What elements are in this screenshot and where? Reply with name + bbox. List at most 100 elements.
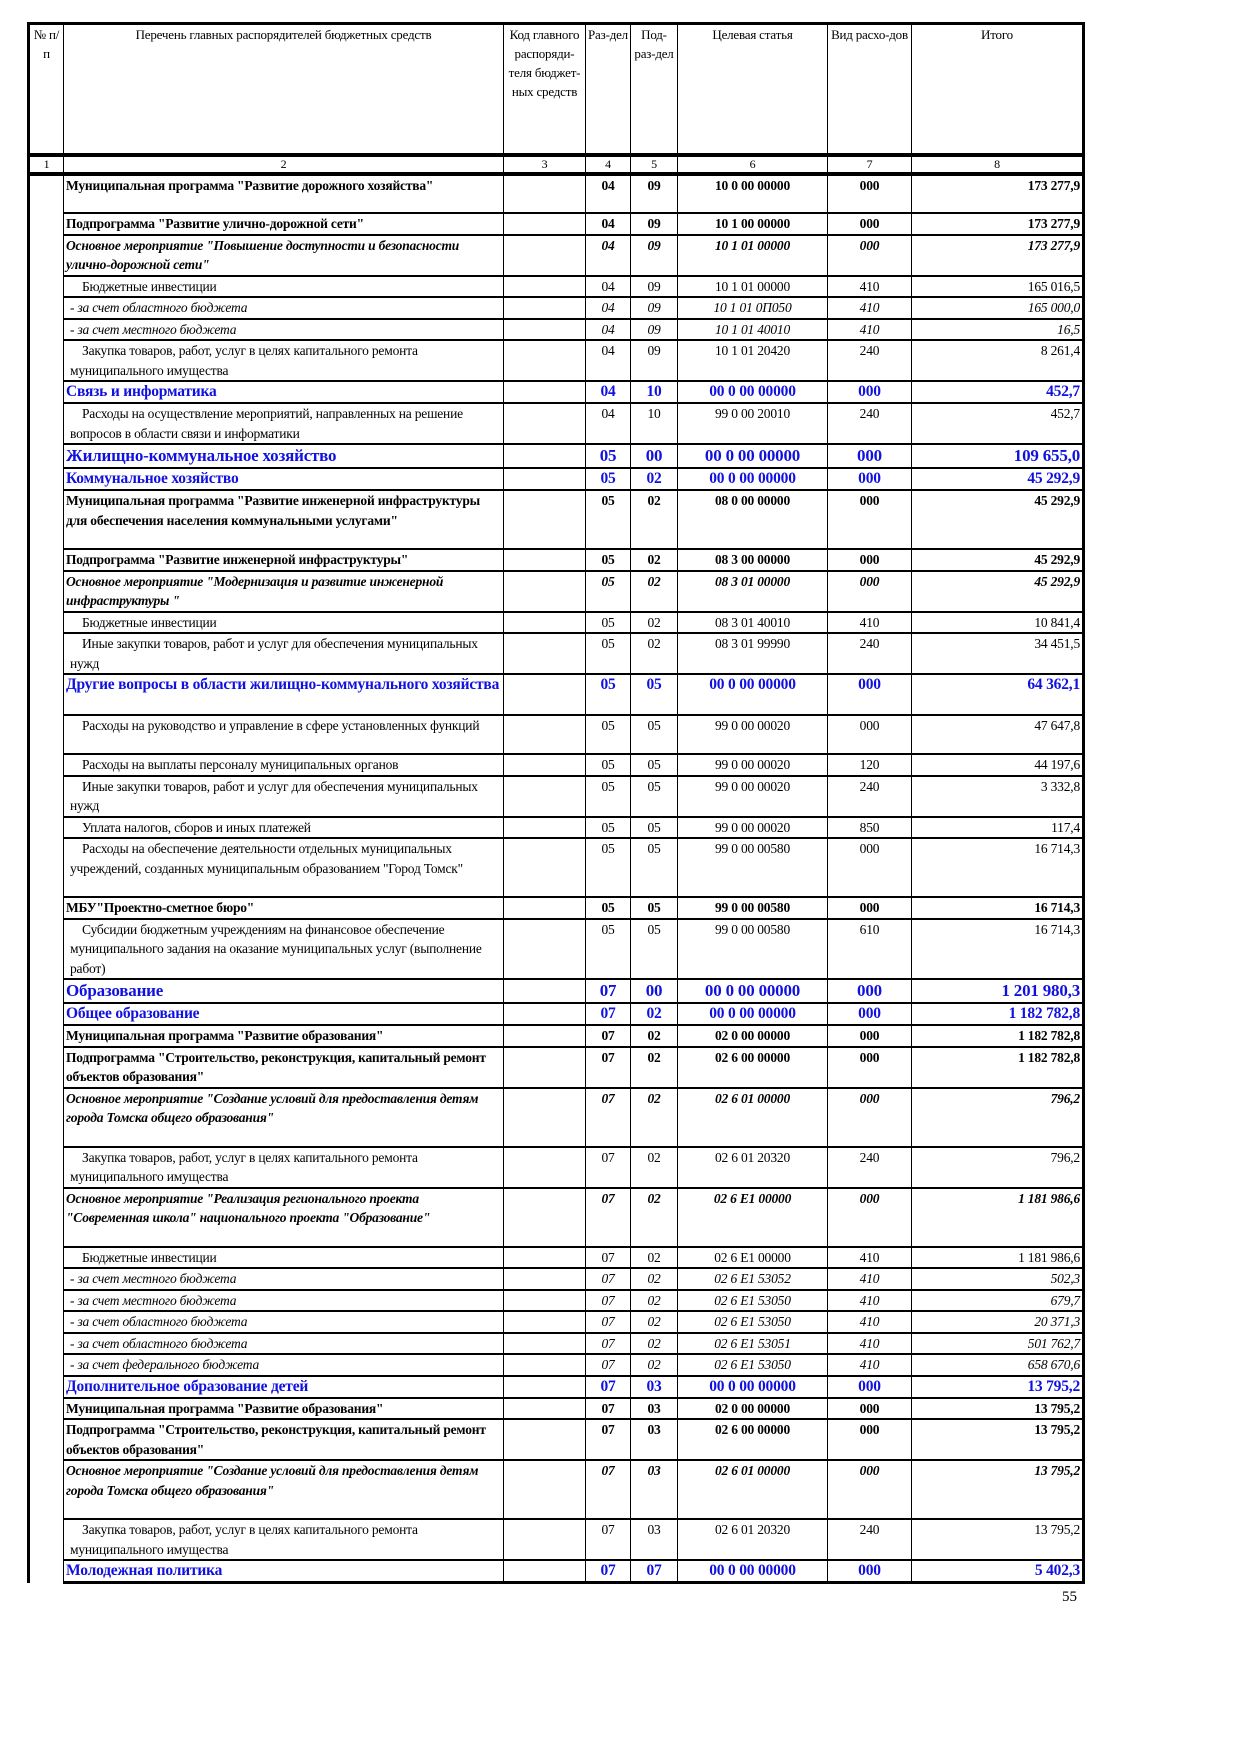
code-cell xyxy=(503,1518,586,1561)
vid-cell: 240 xyxy=(827,632,912,675)
vid-cell: 000 xyxy=(827,570,912,613)
razdel-cell: 04 xyxy=(585,275,631,298)
total-cell: 34 451,5 xyxy=(911,632,1085,675)
name-cell: Бюджетные инвестиции xyxy=(63,275,504,298)
name-cell: Муниципальная программа "Развитие инжене… xyxy=(63,489,504,550)
podrazdel-cell: 10 xyxy=(630,380,678,404)
code-cell xyxy=(503,1459,586,1520)
vid-cell: 000 xyxy=(827,443,912,469)
code-cell xyxy=(503,212,586,236)
total-cell: 452,7 xyxy=(911,402,1085,445)
name-cell: Основное мероприятие "Модернизация и раз… xyxy=(63,570,504,613)
razdel-cell: 05 xyxy=(585,611,631,634)
razdel-cell: 05 xyxy=(585,489,631,550)
total-cell: 165 000,0 xyxy=(911,296,1085,320)
article-cell: 10 1 01 40010 xyxy=(677,318,828,341)
podrazdel-cell: 09 xyxy=(630,212,678,236)
name-cell: Коммунальное хозяйство xyxy=(63,467,504,491)
podrazdel-cell: 05 xyxy=(630,753,678,777)
vid-cell: 000 xyxy=(827,1187,912,1248)
total-cell: 64 362,1 xyxy=(911,673,1085,716)
name-cell: Муниципальная программа "Развитие образо… xyxy=(63,1397,504,1420)
article-cell: 02 6 E1 53050 xyxy=(677,1353,828,1377)
name-cell: - за счет областного бюджета xyxy=(63,1332,504,1355)
name-cell: - за счет местного бюджета xyxy=(63,1267,504,1291)
vid-cell: 000 xyxy=(827,467,912,491)
name-cell: Жилищно-коммунальное хозяйство xyxy=(63,443,504,469)
vid-cell: 000 xyxy=(827,837,912,898)
podrazdel-cell: 02 xyxy=(630,1353,678,1377)
name-cell: Подпрограмма "Развитие улично-дорожной с… xyxy=(63,212,504,236)
vid-cell: 410 xyxy=(827,1353,912,1377)
table-row: Жилищно-коммунальное хозяйство 05 00 00 0 0… xyxy=(27,443,1085,469)
code-cell xyxy=(503,673,586,716)
number-cell xyxy=(27,1397,64,1419)
table-row: Образование 07 00 00 0 00 00000 000 1 201 980… xyxy=(27,978,1085,1004)
article-cell: 08 0 00 00000 xyxy=(677,489,828,550)
table-row: Бюджетные инвестиции 05 02 08 3 01 40010 410… xyxy=(27,611,1085,634)
table-row: Расходы на выплаты персоналу муниципальн… xyxy=(27,753,1085,777)
podrazdel-cell: 02 xyxy=(630,611,678,634)
code-cell xyxy=(503,753,586,777)
colnum: 8 xyxy=(911,153,1085,176)
total-cell: 1 181 986,6 xyxy=(911,1246,1085,1269)
article-cell: 10 1 00 00000 xyxy=(677,212,828,236)
number-cell xyxy=(27,234,64,276)
colnum: 6 xyxy=(677,153,828,176)
podrazdel-cell: 02 xyxy=(630,1187,678,1248)
vid-cell: 120 xyxy=(827,753,912,777)
header-vid: Вид расхо-дов xyxy=(827,22,912,156)
code-cell xyxy=(503,714,586,755)
colnum: 7 xyxy=(827,153,912,176)
article-cell: 99 0 00 00020 xyxy=(677,714,828,755)
number-cell xyxy=(27,633,64,674)
razdel-cell: 04 xyxy=(585,296,631,320)
vid-cell: 000 xyxy=(827,1002,912,1026)
code-cell xyxy=(503,775,586,818)
article-cell: 00 0 00 00000 xyxy=(677,1559,828,1584)
table-row: Муниципальная программа "Развитие образо… xyxy=(27,1397,1085,1420)
podrazdel-cell: 07 xyxy=(630,1559,678,1584)
podrazdel-cell: 02 xyxy=(630,1332,678,1355)
number-cell xyxy=(27,754,64,776)
vid-cell: 000 xyxy=(827,1087,912,1148)
table-row: Бюджетные инвестиции 04 09 10 1 01 00000 410… xyxy=(27,275,1085,298)
razdel-cell: 05 xyxy=(585,753,631,777)
razdel-cell: 07 xyxy=(585,1146,631,1189)
podrazdel-cell: 09 xyxy=(630,275,678,298)
article-cell: 02 6 E1 53050 xyxy=(677,1289,828,1312)
total-cell: 45 292,9 xyxy=(911,548,1085,572)
podrazdel-cell: 09 xyxy=(630,318,678,341)
total-cell: 44 197,6 xyxy=(911,753,1085,777)
number-cell xyxy=(27,897,64,919)
code-cell xyxy=(503,978,586,1004)
table-row: - за счет федерального бюджета 07 02 02 6 E… xyxy=(27,1353,1085,1377)
vid-cell: 410 xyxy=(827,296,912,320)
razdel-cell: 07 xyxy=(585,1518,631,1561)
vid-cell: 000 xyxy=(827,1046,912,1089)
total-cell: 1 181 986,6 xyxy=(911,1187,1085,1248)
total-cell: 173 277,9 xyxy=(911,212,1085,236)
vid-cell: 000 xyxy=(827,380,912,404)
table-row: Закупка товаров, работ, услуг в целях ка… xyxy=(27,1518,1085,1561)
number-cell xyxy=(27,174,64,213)
table-row: Основное мероприятие "Создание условий д… xyxy=(27,1087,1085,1148)
podrazdel-cell: 03 xyxy=(630,1418,678,1461)
total-cell: 796,2 xyxy=(911,1146,1085,1189)
podrazdel-cell: 05 xyxy=(630,816,678,839)
vid-cell: 240 xyxy=(827,775,912,818)
name-cell: Муниципальная программа "Развитие дорожн… xyxy=(63,173,504,214)
code-cell xyxy=(503,1087,586,1148)
total-cell: 1 182 782,8 xyxy=(911,1002,1085,1026)
name-cell: - за счет местного бюджета xyxy=(63,318,504,341)
total-cell: 20 371,3 xyxy=(911,1310,1085,1334)
podrazdel-cell: 09 xyxy=(630,339,678,382)
article-cell: 02 0 00 00000 xyxy=(677,1024,828,1048)
code-cell xyxy=(503,467,586,491)
vid-cell: 240 xyxy=(827,339,912,382)
podrazdel-cell: 00 xyxy=(630,443,678,469)
vid-cell: 000 xyxy=(827,234,912,277)
razdel-cell: 04 xyxy=(585,173,631,214)
vid-cell: 410 xyxy=(827,1289,912,1312)
total-cell: 109 655,0 xyxy=(911,443,1085,469)
